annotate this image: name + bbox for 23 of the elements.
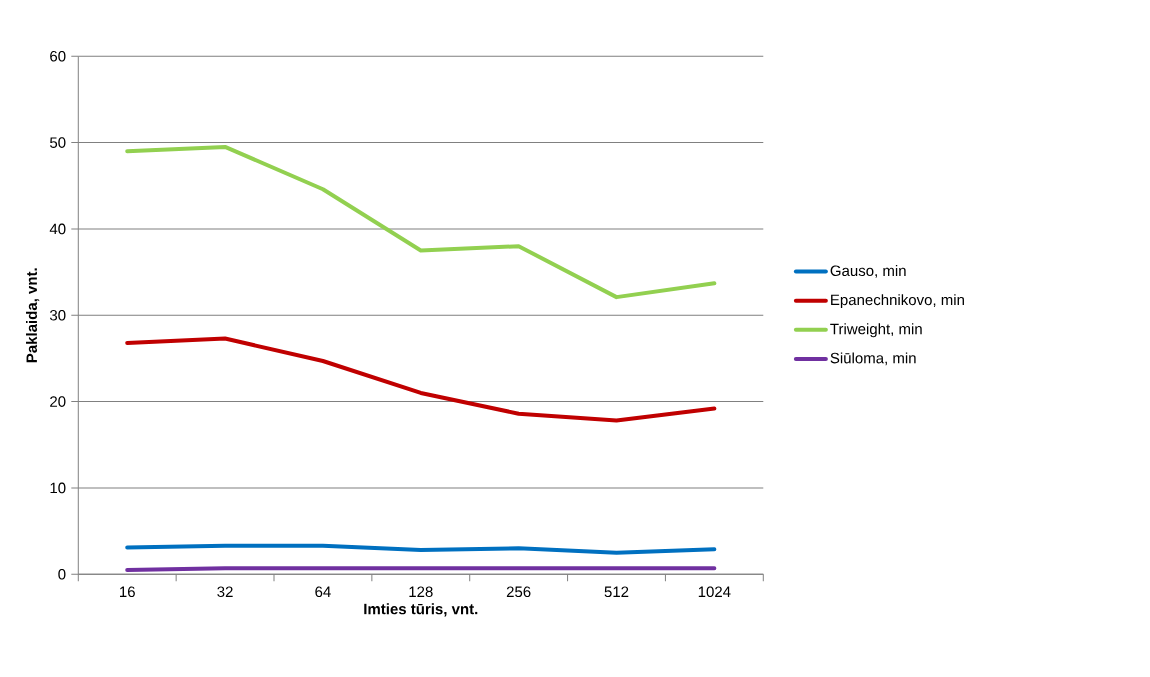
x-tick-label: 256 — [506, 586, 531, 598]
x-tick-label: 128 — [409, 586, 433, 598]
y-tick-label: 60 — [50, 50, 66, 62]
x-tick-label: 1024 — [698, 586, 731, 598]
x-tick-label: 16 — [120, 586, 135, 598]
legend-label: Triweight, min — [830, 323, 922, 338]
y-axis-title: Paklaida, vnt. — [26, 268, 40, 363]
x-tick-label: 64 — [315, 586, 331, 598]
line-series — [125, 144, 717, 300]
legend-label: Gauso, min — [830, 265, 906, 278]
legend-label: Siūloma, min — [830, 352, 916, 366]
line-series — [125, 336, 717, 423]
y-tick-label: 0 — [58, 568, 66, 580]
x-axis-title: Imties tūris, vnt. — [364, 603, 478, 617]
y-tick-label: 10 — [50, 482, 66, 494]
x-tick-label: 32 — [217, 586, 233, 598]
x-tick-label: 512 — [604, 586, 629, 598]
legend-label: Epanechnikovo, min — [831, 294, 964, 309]
y-tick-label: 30 — [49, 309, 66, 321]
y-tick-label: 20 — [50, 396, 66, 407]
y-tick-label: 40 — [49, 223, 66, 235]
y-tick-label: 50 — [50, 137, 66, 148]
line-series — [125, 543, 717, 555]
